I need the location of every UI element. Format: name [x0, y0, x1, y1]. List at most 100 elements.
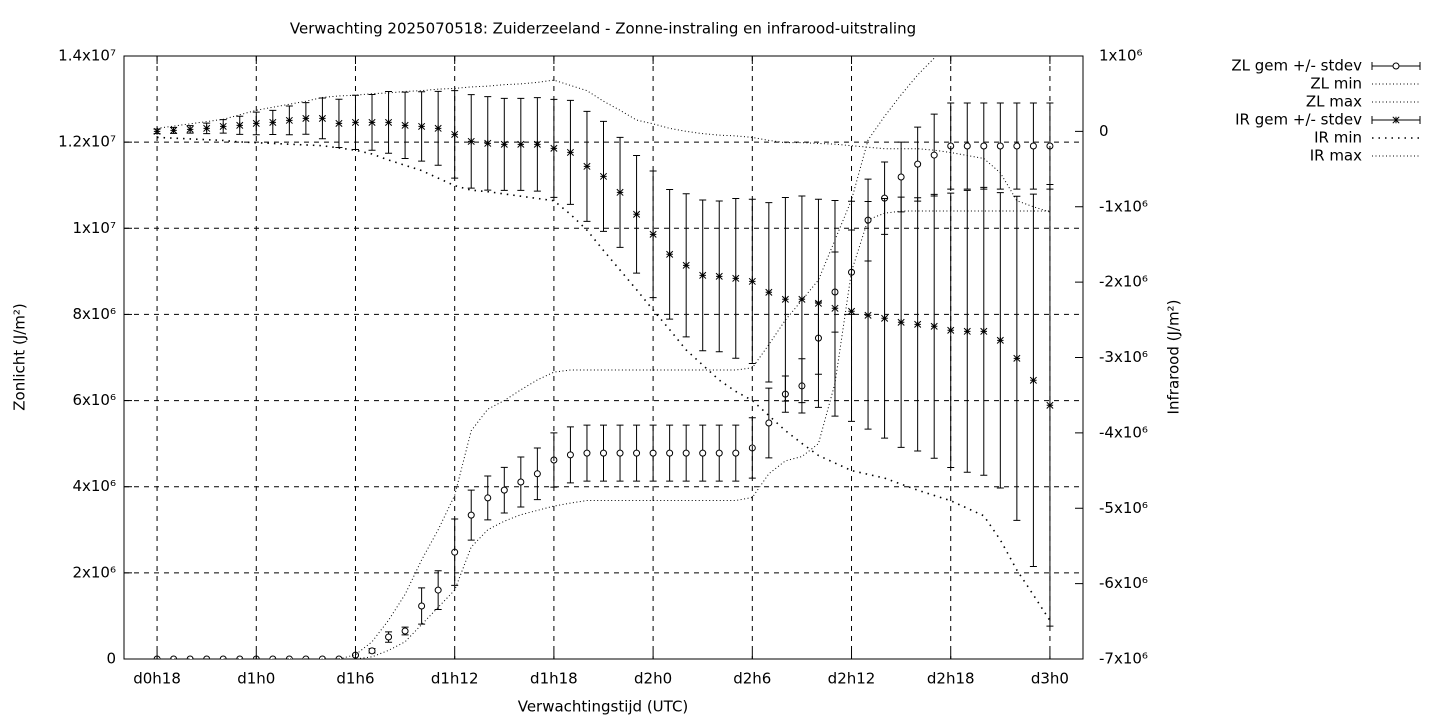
point-marker: [533, 470, 541, 478]
point-marker: [517, 478, 525, 486]
point-marker: [963, 327, 971, 335]
series-line: [157, 79, 1051, 213]
point-marker: [269, 118, 277, 126]
point-marker: [467, 511, 475, 519]
point-marker: [914, 160, 922, 168]
point-marker: [533, 140, 541, 148]
point-marker: [715, 449, 723, 457]
point-marker: [285, 655, 293, 659]
point-marker: [599, 172, 608, 180]
point-marker: [186, 655, 194, 659]
point-marker: [748, 277, 756, 285]
point-marker: [682, 449, 690, 457]
y2-tick-label: -3x10⁶: [1099, 348, 1148, 366]
y2-tick-label: -1x10⁶: [1099, 197, 1148, 215]
point-marker: [252, 119, 260, 127]
point-marker: [170, 126, 178, 134]
y-tick-label: 4x10⁶: [72, 477, 116, 495]
point-marker: [732, 449, 740, 457]
point-marker: [732, 274, 740, 282]
point-marker: [566, 451, 574, 459]
point-marker: [418, 602, 426, 610]
point-marker: [980, 142, 988, 150]
point-marker: [566, 148, 574, 156]
point-marker: [847, 307, 856, 315]
point-marker: [434, 124, 442, 132]
point-marker: [484, 139, 492, 147]
y-tick-label: 1.4x10⁷: [58, 47, 116, 65]
x-tick-label: d1h0: [237, 670, 275, 688]
point-marker: [649, 230, 657, 238]
y2-tick-label: -2x10⁶: [1099, 273, 1148, 291]
point-marker: [517, 140, 525, 148]
point-marker: [1046, 401, 1054, 409]
point-marker: [186, 125, 194, 133]
point-marker: [1029, 376, 1037, 384]
x-tick-label: d3h0: [1031, 670, 1069, 688]
point-marker: [1392, 62, 1400, 70]
point-marker: [583, 162, 591, 170]
y-tick-label: 1x10⁷: [72, 219, 116, 237]
point-marker: [649, 449, 657, 457]
point-marker: [385, 633, 393, 641]
point-marker: [765, 419, 773, 427]
point-marker: [633, 210, 641, 218]
point-marker: [434, 586, 442, 594]
series-line: [157, 136, 1051, 621]
y-tick-label: 1.2x10⁷: [58, 133, 116, 151]
y2-tick-label: -4x10⁶: [1099, 423, 1148, 441]
x-tick-label: d1h6: [336, 670, 374, 688]
x-tick-label: d1h18: [530, 670, 578, 688]
point-marker: [1029, 142, 1037, 150]
y2-tick-label: 0: [1099, 122, 1109, 140]
point-marker: [699, 271, 707, 279]
point-marker: [170, 655, 178, 659]
point-marker: [451, 130, 459, 138]
point-marker: [219, 655, 227, 659]
y2-axis-label: Infrarood (J/m²): [1165, 300, 1183, 415]
y-tick-label: 0: [106, 650, 116, 668]
point-marker: [583, 449, 591, 457]
point-marker: [616, 449, 624, 457]
point-marker: [897, 318, 905, 326]
point-marker: [269, 655, 277, 659]
legend-label: IR gem +/- stdev: [1235, 111, 1362, 129]
x-tick-label: d2h0: [634, 670, 672, 688]
legend-label: IR min: [1314, 129, 1362, 147]
point-marker: [715, 272, 723, 280]
legend-label: ZL min: [1310, 75, 1362, 93]
y-tick-label: 6x10⁶: [72, 391, 116, 409]
point-marker: [781, 295, 789, 303]
point-marker: [600, 449, 607, 457]
point-marker: [798, 295, 806, 303]
point-marker: [418, 122, 426, 130]
point-marker: [1013, 142, 1021, 150]
x-axis-label: Verwachtingstijd (UTC): [518, 698, 689, 716]
point-marker: [980, 327, 988, 335]
point-marker: [930, 151, 938, 159]
point-marker: [236, 121, 244, 129]
point-marker: [914, 320, 922, 328]
point-marker: [384, 118, 393, 126]
point-marker: [500, 486, 508, 494]
point-marker: [864, 311, 872, 319]
y-tick-label: 8x10⁶: [72, 305, 116, 323]
point-marker: [484, 494, 492, 502]
point-marker: [831, 304, 839, 312]
point-marker: [368, 118, 376, 126]
point-marker: [203, 655, 211, 659]
legend-label: ZL max: [1306, 93, 1362, 111]
point-marker: [153, 127, 161, 135]
x-tick-label: d0h18: [133, 670, 181, 688]
point-marker: [699, 449, 707, 457]
point-marker: [203, 124, 211, 132]
point-marker: [814, 299, 823, 307]
point-marker: [881, 314, 889, 322]
point-marker: [633, 449, 641, 457]
y2-tick-label: -7x10⁶: [1099, 650, 1148, 668]
point-marker: [302, 655, 310, 659]
point-marker: [401, 121, 409, 129]
point-marker: [996, 142, 1004, 150]
